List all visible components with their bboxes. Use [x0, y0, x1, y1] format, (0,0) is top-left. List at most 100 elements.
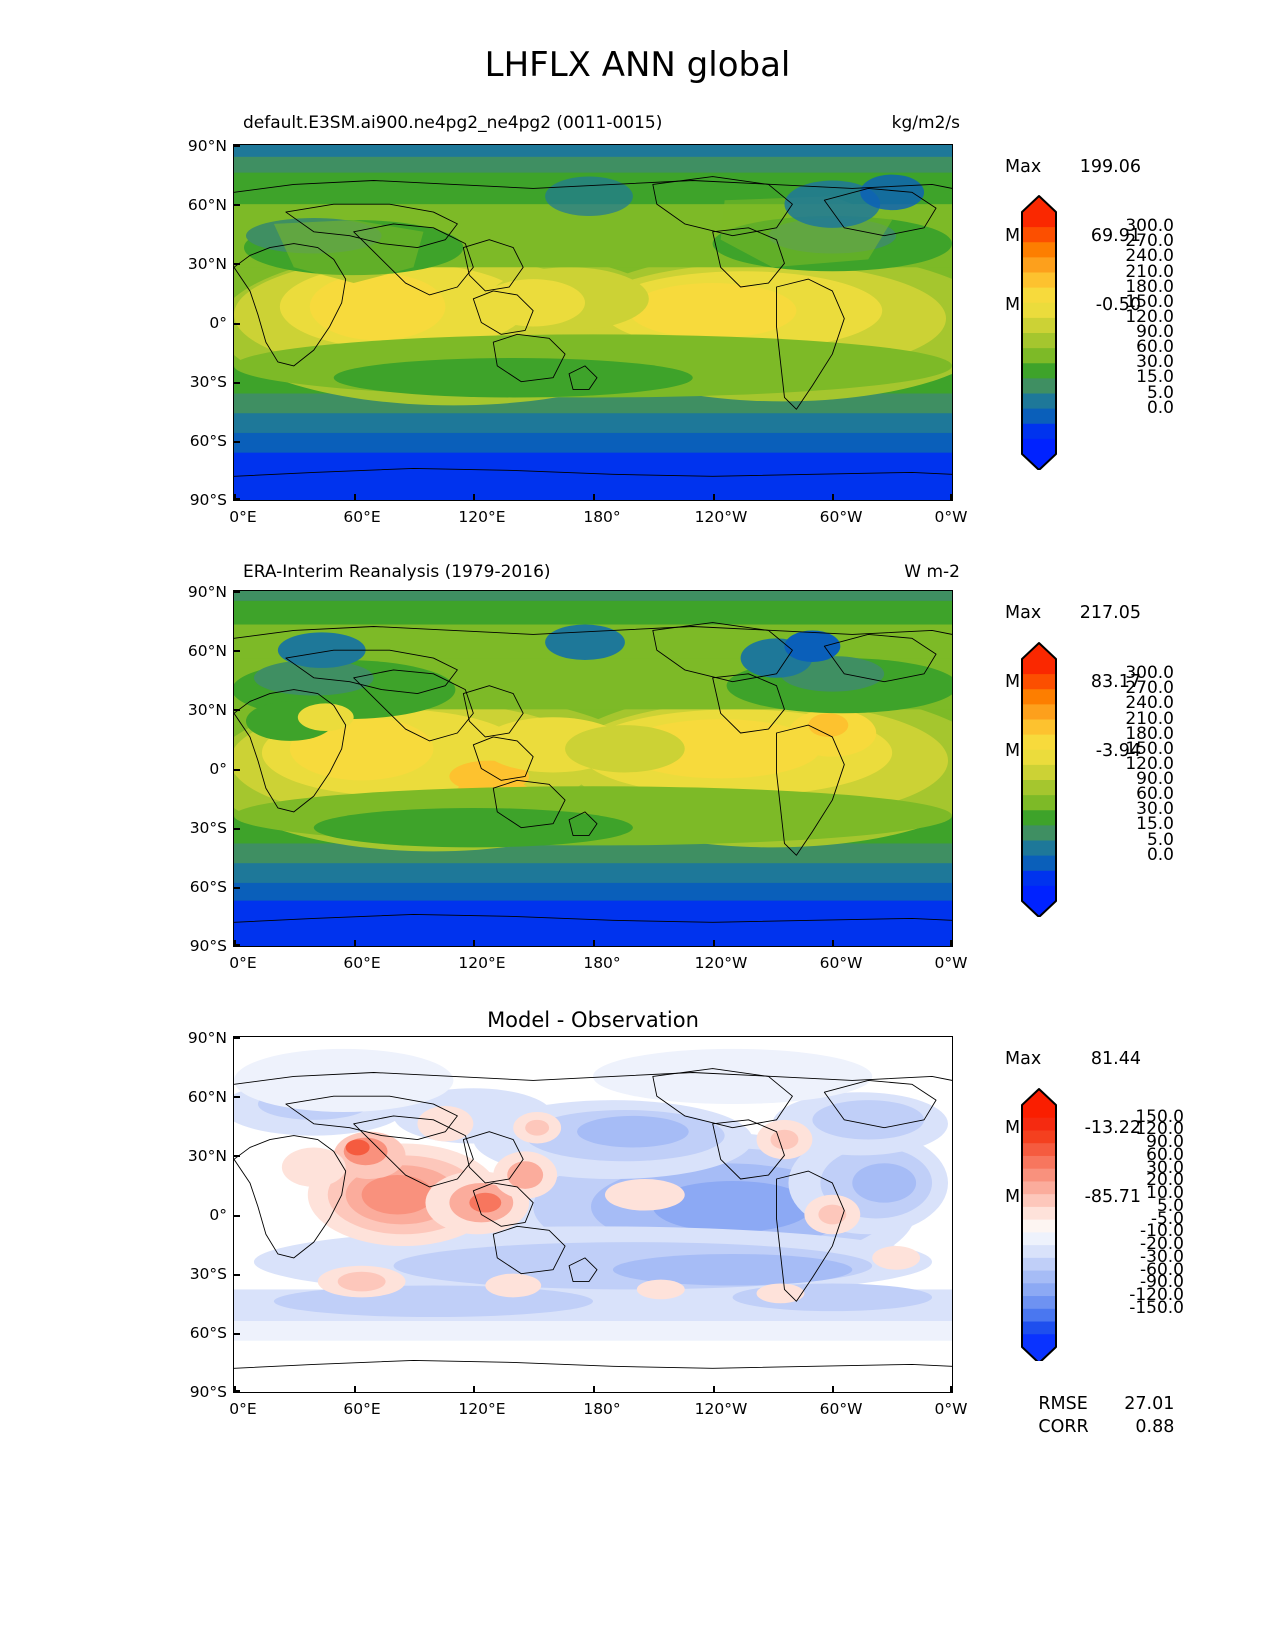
- axis-tick: [950, 940, 952, 946]
- colorbar-tick-label: -10.0: [1140, 1221, 1184, 1242]
- colorbar-tick-label: 300.0: [1125, 216, 1174, 237]
- map-difference-svg: [234, 1037, 952, 1392]
- colorbar-tick-label: 60.0: [1146, 1144, 1184, 1165]
- axis-tick: [234, 1274, 240, 1276]
- rmse-value: 27.01: [1124, 1394, 1175, 1414]
- map-model-ytick-30s: 30°S: [189, 373, 227, 391]
- map-obs-ytick-60n: 60°N: [187, 642, 227, 660]
- map-diff-ytick-90s: 90°S: [189, 1383, 227, 1401]
- axis-tick: [234, 323, 240, 325]
- panel-obs-header-left: ERA-Interim Reanalysis (1979-2016): [243, 562, 551, 582]
- axis-tick: [234, 1390, 240, 1392]
- map-diff-ytick-60s: 60°S: [189, 1324, 227, 1342]
- corr-label: CORR: [1038, 1417, 1089, 1437]
- diff-min-value: -85.71: [1084, 1187, 1141, 1207]
- axis-tick: [234, 1155, 240, 1157]
- colorbar-tick-label: 15.0: [1136, 814, 1174, 835]
- colorbar-tick-label: -90.0: [1140, 1272, 1184, 1293]
- axis-tick: [354, 940, 356, 946]
- colorbar-tick-label: 90.0: [1136, 322, 1174, 342]
- diff-mean-value: -13.22: [1084, 1118, 1141, 1138]
- colorbar-tick-label: -120.0: [1129, 1285, 1184, 1306]
- map-model-xtick-0w: 0°W: [934, 508, 968, 526]
- map-model-xtick-180: 180°: [583, 508, 621, 526]
- axis-tick: [234, 498, 240, 500]
- map-obs-ytick-30s: 30°S: [189, 819, 227, 837]
- map-difference[interactable]: [233, 1036, 953, 1393]
- colorbar-tick-label: 5.0: [1156, 1195, 1184, 1216]
- map-obs-xtick-180: 180°: [583, 954, 621, 972]
- colorbar-tick-label: 270.0: [1125, 231, 1174, 252]
- panel-model-units: kg/m2/s: [891, 113, 960, 133]
- map-obs-ytick-0: 0°: [209, 760, 227, 778]
- colorbar-model-svg: [1021, 195, 1057, 471]
- diff-footer-stats: RMSE 27.01 CORR 0.88: [1005, 1370, 1174, 1462]
- axis-tick: [234, 709, 240, 711]
- map-observation-svg: [234, 591, 952, 946]
- colorbar-tick-label: 30.0: [1146, 1157, 1184, 1178]
- colorbar-tick-label: 120.0: [1125, 306, 1174, 327]
- colorbar-tick-label: 90.0: [1136, 769, 1174, 789]
- axis-tick: [593, 1386, 595, 1392]
- map-model-ytick-60n: 60°N: [187, 196, 227, 214]
- colorbar-difference-svg: [1021, 1088, 1057, 1364]
- colorbar-tick-label: 120.0: [1125, 753, 1174, 774]
- map-obs-ytick-90n: 90°N: [187, 583, 227, 601]
- colorbar-tick-label: 60.0: [1136, 784, 1174, 805]
- axis-tick: [234, 494, 236, 500]
- colorbar-tick-label: 180.0: [1125, 723, 1174, 744]
- axis-tick: [950, 494, 952, 500]
- map-model-ytick-60s: 60°S: [189, 432, 227, 450]
- axis-tick: [234, 1386, 236, 1392]
- map-diff-ytick-30s: 30°S: [189, 1265, 227, 1283]
- map-obs-xtick-60e: 60°E: [343, 954, 381, 972]
- colorbar-tick-label: 0.0: [1146, 397, 1174, 418]
- page-title: LHFLX ANN global: [484, 45, 791, 85]
- axis-tick: [234, 828, 240, 830]
- map-model-ytick-90n: 90°N: [187, 137, 227, 155]
- axis-tick: [234, 591, 240, 593]
- colorbar-tick-label: 240.0: [1125, 693, 1174, 714]
- colorbar-observation-svg: [1021, 642, 1057, 918]
- colorbar-tick-label: 60.0: [1136, 337, 1174, 358]
- model-min-value: -0.50: [1095, 295, 1141, 315]
- axis-tick: [473, 1386, 475, 1392]
- map-obs-ytick-30n: 30°N: [187, 701, 227, 719]
- map-diff-xtick-0w: 0°W: [934, 1400, 968, 1418]
- colorbar-tick-label: 270.0: [1125, 678, 1174, 699]
- colorbar-tick-label: 240.0: [1125, 246, 1174, 267]
- colorbar-observation[interactable]: 300.0 270.0 240.0 210.0 180.0 150.0 120.0 90.0 6…: [1008, 637, 1174, 921]
- axis-tick: [832, 1386, 834, 1392]
- colorbar-model[interactable]: 300.0 270.0 240.0 210.0 180.0 150.0 120.0 90.0 6…: [1008, 190, 1174, 474]
- colorbar-tick-label: -5.0: [1150, 1208, 1184, 1229]
- colorbar-difference[interactable]: 150.0 120.0 90.0 60.0 30.0 20.0 10.0 5.0 -5.0 -10…: [1008, 1083, 1184, 1365]
- map-model[interactable]: [233, 144, 953, 501]
- axis-tick: [593, 940, 595, 946]
- corr-value: 0.88: [1135, 1417, 1175, 1437]
- colorbar-tick-label: 210.0: [1125, 708, 1174, 729]
- axis-tick: [713, 1386, 715, 1392]
- colorbar-difference-labels: 150.0 120.0 90.0 60.0 30.0 20.0 10.0 5.0 -5.0 -10…: [1064, 1083, 1184, 1361]
- colorbar-tick-label: 90.0: [1146, 1132, 1184, 1153]
- map-obs-xtick-0w: 0°W: [934, 954, 968, 972]
- map-diff-xtick-60w: 60°W: [819, 1400, 863, 1418]
- model-max-value: 199.06: [1079, 157, 1141, 177]
- colorbar-tick-label: 0.0: [1146, 844, 1174, 865]
- map-diff-ytick-90n: 90°N: [187, 1029, 227, 1047]
- axis-tick: [832, 940, 834, 946]
- map-obs-xtick-60w: 60°W: [819, 954, 863, 972]
- axis-tick: [234, 204, 240, 206]
- map-diff-xtick-180: 180°: [583, 1400, 621, 1418]
- map-diff-ytick-0: 0°: [209, 1206, 227, 1224]
- axis-tick: [354, 1386, 356, 1392]
- axis-tick: [234, 769, 240, 771]
- colorbar-tick-label: -30.0: [1140, 1246, 1184, 1267]
- map-observation[interactable]: [233, 590, 953, 947]
- colorbar-tick-label: 150.0: [1125, 738, 1174, 759]
- colorbar-tick-label: 5.0: [1146, 829, 1174, 850]
- obs-max-value: 217.05: [1079, 603, 1141, 623]
- axis-tick: [234, 944, 240, 946]
- axis-tick: [234, 650, 240, 652]
- map-model-xtick-60w: 60°W: [819, 508, 863, 526]
